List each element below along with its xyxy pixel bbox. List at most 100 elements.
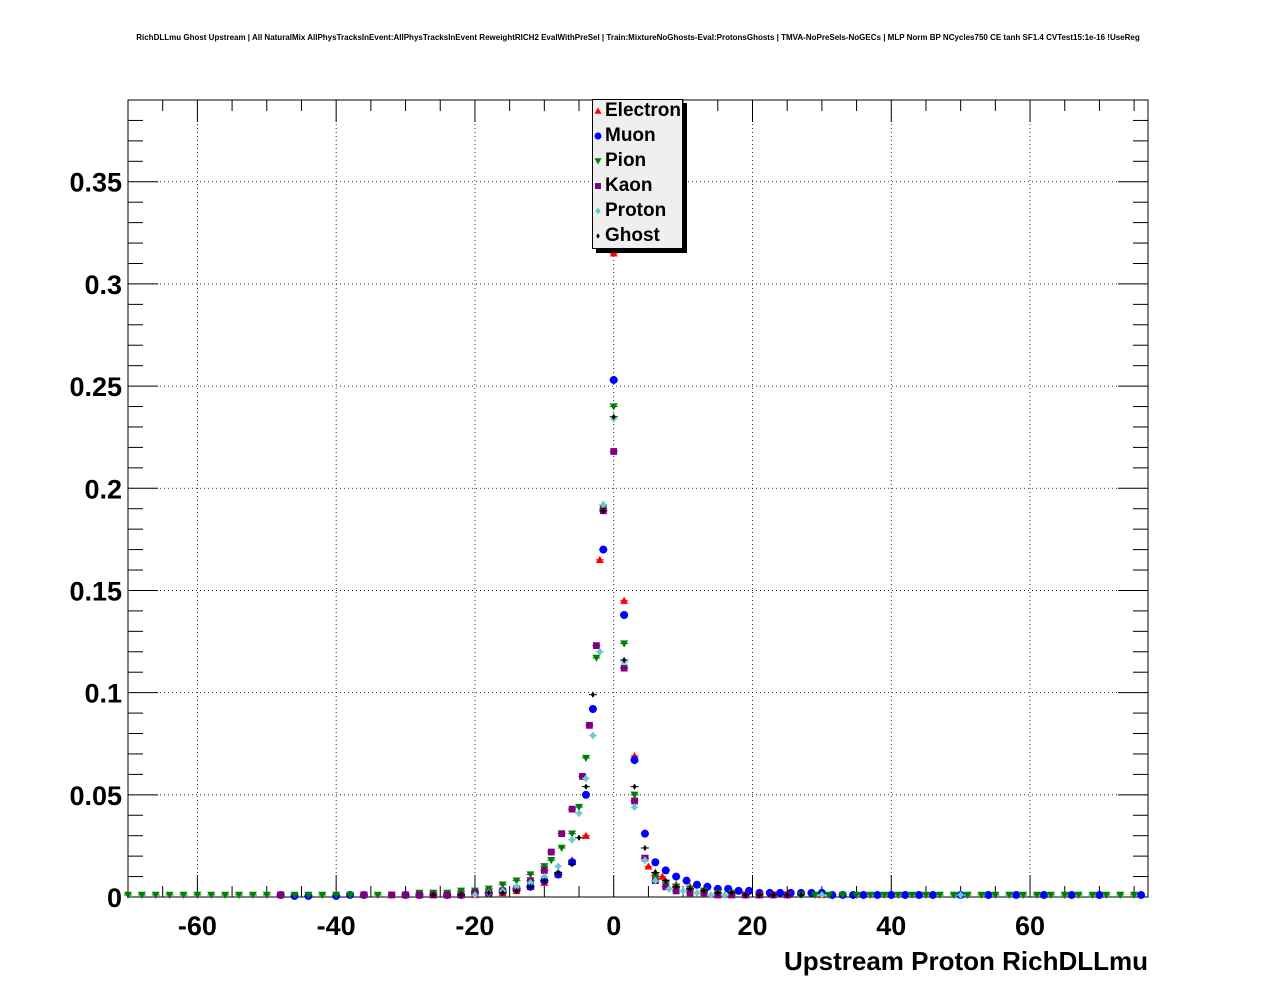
ghost-point <box>599 507 608 514</box>
pion-point <box>290 891 299 899</box>
kaon-legend-marker <box>595 183 601 189</box>
pion-point <box>248 891 257 899</box>
pion-point <box>838 891 847 899</box>
muon-point <box>1067 890 1076 899</box>
proton-point <box>581 774 590 783</box>
kaon-point <box>585 721 594 729</box>
ghost-point <box>588 691 597 698</box>
kaon-point <box>592 642 601 650</box>
pion-point <box>935 891 944 899</box>
pion-point <box>866 891 875 899</box>
pion-point <box>346 891 355 899</box>
legend-item-proton: Proton <box>593 200 682 225</box>
muon-point <box>901 890 910 899</box>
pion-point <box>1088 891 1097 899</box>
pion-point <box>1074 891 1083 899</box>
electron-legend-marker <box>594 107 602 114</box>
proton-point <box>720 890 729 899</box>
ghost-point <box>457 891 466 899</box>
pion-point <box>894 891 903 899</box>
kaon-point <box>672 887 681 895</box>
pion-point <box>977 891 986 899</box>
ghost-point <box>755 891 764 899</box>
ghost-point <box>741 891 750 899</box>
kaon-point <box>547 848 556 856</box>
ghost-point <box>699 887 708 895</box>
legend-item-pion: Pion <box>593 150 682 175</box>
y-tick-label: 0.2 <box>84 474 122 504</box>
pion-point <box>526 871 535 879</box>
legend: Electron Muon Pion Kaon Proton Ghost <box>592 99 683 249</box>
pion-point <box>193 891 202 899</box>
muon-point <box>1039 890 1048 899</box>
pion-point <box>498 881 507 889</box>
electron-point <box>644 862 653 870</box>
ghost-point <box>783 891 792 899</box>
proton-point <box>956 890 965 899</box>
pion-point <box>124 891 132 899</box>
muon-point <box>1095 890 1104 899</box>
pion-point <box>991 891 1000 899</box>
muon-point <box>776 888 785 897</box>
muon-point <box>873 890 882 899</box>
ghost-point <box>651 869 660 876</box>
proton-point <box>706 890 715 899</box>
muon-legend-marker <box>594 132 602 140</box>
muon-point <box>609 375 618 384</box>
kaon-point <box>401 891 410 899</box>
proton-point <box>599 500 608 509</box>
y-tick-label: 0.25 <box>69 372 122 402</box>
ghost-point <box>797 891 806 899</box>
pion-point <box>949 891 958 899</box>
proton-point <box>512 882 521 891</box>
muon-point <box>581 790 590 799</box>
pion-point <box>880 891 889 899</box>
proton-point <box>588 731 597 740</box>
proton-point <box>679 886 688 895</box>
y-tick-label: 0.1 <box>84 679 122 709</box>
ghost-point <box>568 861 577 868</box>
ghost-point <box>498 889 507 897</box>
pion-point <box>568 830 577 838</box>
muon-point <box>928 890 937 899</box>
series-kaon <box>276 448 792 899</box>
ghost-point <box>769 891 778 899</box>
pion-point <box>1032 891 1041 899</box>
data-marks <box>124 249 1146 900</box>
ghost-point <box>429 891 438 899</box>
x-tick-label: 0 <box>606 911 621 941</box>
muon-point <box>915 890 924 899</box>
kaon-point <box>557 830 566 838</box>
x-axis-label: Upstream Proton RichDLLmu <box>783 946 1148 976</box>
pion-point <box>221 891 230 899</box>
proton-point <box>540 872 549 881</box>
pion-point <box>575 803 584 812</box>
ghost-point <box>484 889 493 897</box>
x-tick-label: 60 <box>1015 911 1045 941</box>
ghost-point <box>540 877 549 884</box>
pion-point <box>1019 891 1028 899</box>
x-tick-label: 20 <box>737 911 767 941</box>
legend-label: Pion <box>605 150 647 171</box>
muon-point <box>661 866 670 875</box>
pion-point <box>557 844 566 852</box>
proton-point <box>568 835 577 844</box>
series-muon <box>276 375 1146 900</box>
pion-point <box>235 891 244 899</box>
proton-point <box>665 884 674 893</box>
pion-point <box>547 857 556 865</box>
muon-point <box>620 610 629 619</box>
proton-point <box>470 890 479 899</box>
legend-label: Electron <box>605 100 682 121</box>
pion-point <box>151 891 160 899</box>
legend-item-kaon: Kaon <box>593 175 682 200</box>
ghost-point <box>672 883 681 890</box>
electron-point <box>620 596 629 604</box>
muon-point <box>672 872 681 881</box>
ghost-point <box>713 889 722 897</box>
ghost-point <box>512 887 521 895</box>
x-tick-label: -20 <box>455 911 494 941</box>
legend-item-muon: Muon <box>593 125 682 150</box>
x-tick-label: -60 <box>178 911 217 941</box>
electron-point <box>658 872 667 880</box>
